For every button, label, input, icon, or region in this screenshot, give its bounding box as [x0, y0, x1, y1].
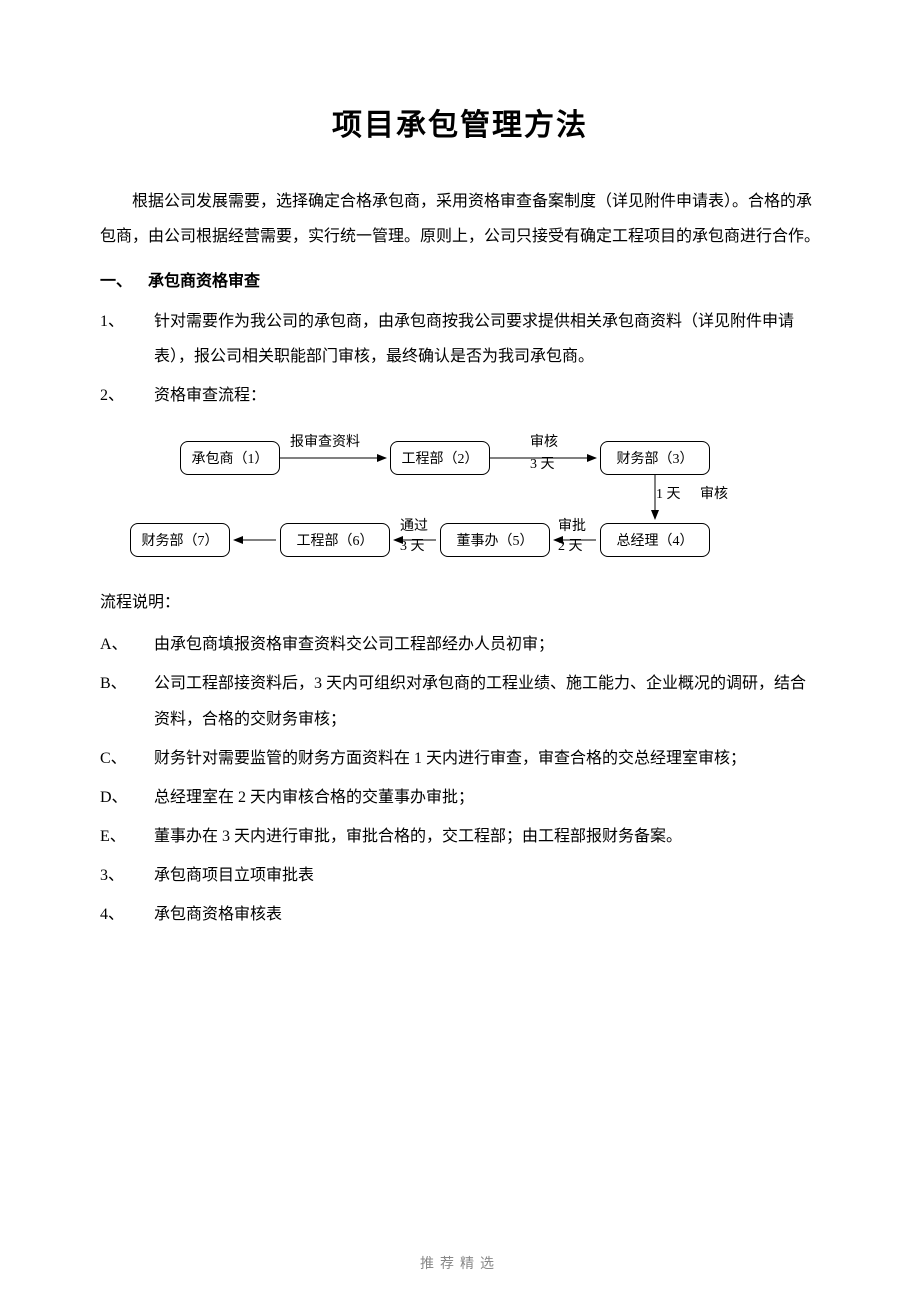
section-1-header: 一、承包商资格审查 [100, 264, 820, 299]
section-1-title: 承包商资格审查 [148, 273, 260, 290]
flow-node-n2: 工程部（2） [390, 441, 490, 475]
step-A: A、 由承包商填报资格审查资料交公司工程部经办人员初审； [100, 627, 820, 662]
item-3-text: 承包商项目立项审批表 [154, 858, 820, 893]
step-A-text: 由承包商填报资格审查资料交公司工程部经办人员初审； [154, 627, 820, 662]
footer-text: 推荐精选 [100, 1253, 820, 1273]
flow-label-l56a: 通过 [400, 515, 428, 535]
flow-caption: 流程说明： [100, 587, 820, 619]
step-B-marker: B、 [100, 666, 154, 736]
flow-node-n4: 总经理（4） [600, 523, 710, 557]
item-4-marker: 4、 [100, 897, 154, 932]
flow-label-l56b: 3 天 [400, 535, 425, 555]
list-item-2: 2、 资格审查流程： [100, 378, 820, 413]
step-E-text: 董事办在 3 天内进行审批，审批合格的，交工程部；由工程部报财务备案。 [154, 819, 820, 854]
flow-label-l45a: 审批 [558, 515, 586, 535]
flow-node-n5: 董事办（5） [440, 523, 550, 557]
item-3-marker: 3、 [100, 858, 154, 893]
intro-paragraph: 根据公司发展需要，选择确定合格承包商，采用资格审查备案制度（详见附件申请表）。合… [100, 184, 820, 254]
list-item-4: 4、 承包商资格审核表 [100, 897, 820, 932]
step-D-marker: D、 [100, 780, 154, 815]
item-4-text: 承包商资格审核表 [154, 897, 820, 932]
flow-label-l23b: 3 天 [530, 453, 555, 473]
flow-node-n6: 工程部（6） [280, 523, 390, 557]
item-1-text: 针对需要作为我公司的承包商，由承包商按我公司要求提供相关承包商资料（详见附件申请… [154, 304, 820, 374]
flow-node-n7: 财务部（7） [130, 523, 230, 557]
item-1-marker: 1、 [100, 304, 154, 374]
step-B-text: 公司工程部接资料后，3 天内可组织对承包商的工程业绩、施工能力、企业概况的调研，… [154, 666, 820, 736]
step-E: E、 董事办在 3 天内进行审批，审批合格的，交工程部；由工程部报财务备案。 [100, 819, 820, 854]
flow-node-n3: 财务部（3） [600, 441, 710, 475]
page-title: 项目承包管理方法 [100, 100, 820, 144]
flow-label-l45b: 2 天 [558, 535, 583, 555]
step-C-marker: C、 [100, 741, 154, 776]
step-C: C、 财务针对需要监管的财务方面资料在 1 天内进行审查，审查合格的交总经理室审… [100, 741, 820, 776]
list-item-3: 3、 承包商项目立项审批表 [100, 858, 820, 893]
flow-label-l12: 报审查资料 [290, 431, 360, 451]
flow-label-l34a: 1 天 [656, 483, 681, 503]
step-D: D、 总经理室在 2 天内审核合格的交董事办审批； [100, 780, 820, 815]
item-2-text: 资格审查流程： [154, 378, 820, 413]
flow-label-l23a: 审核 [530, 431, 558, 451]
list-item-1: 1、 针对需要作为我公司的承包商，由承包商按我公司要求提供相关承包商资料（详见附… [100, 304, 820, 374]
flow-node-n1: 承包商（1） [180, 441, 280, 475]
qualification-flowchart: 承包商（1） 工程部（2） 财务部（3） 总经理（4） 董事办（5） 工程部（6） 财务部（… [100, 423, 820, 583]
section-1-num: 一、 [100, 264, 148, 299]
step-D-text: 总经理室在 2 天内审核合格的交董事办审批； [154, 780, 820, 815]
flow-label-l34b: 审核 [700, 483, 728, 503]
step-E-marker: E、 [100, 819, 154, 854]
item-2-marker: 2、 [100, 378, 154, 413]
step-C-text: 财务针对需要监管的财务方面资料在 1 天内进行审查，审查合格的交总经理室审核； [154, 741, 820, 776]
step-A-marker: A、 [100, 627, 154, 662]
step-B: B、 公司工程部接资料后，3 天内可组织对承包商的工程业绩、施工能力、企业概况的… [100, 666, 820, 736]
